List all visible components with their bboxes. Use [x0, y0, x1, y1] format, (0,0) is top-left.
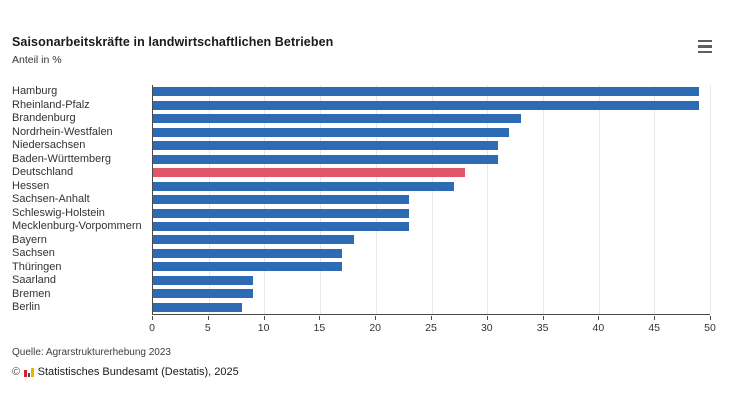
- axis-tick: [710, 316, 711, 320]
- axis-tick: [431, 316, 432, 320]
- bar[interactable]: [153, 141, 499, 151]
- bar-row: [153, 274, 710, 287]
- category-label: Niedersachsen: [12, 139, 86, 152]
- category-label: Bremen: [12, 287, 51, 300]
- destatis-logo-icon: [24, 367, 34, 377]
- category-label: Hamburg: [12, 85, 58, 97]
- hamburger-icon: [698, 50, 712, 53]
- bar[interactable]: [153, 275, 254, 285]
- x-axis: 0 5 10 15 20 25 30 35 40 45 50: [149, 315, 716, 337]
- chart-subtitle: Anteil in %: [12, 54, 62, 66]
- bar[interactable]: [153, 262, 343, 272]
- gridline: [542, 85, 544, 314]
- axis-tick-label: 40: [592, 322, 605, 334]
- gridline: [431, 85, 433, 314]
- gridline: [654, 85, 656, 314]
- axis-tick-label: 25: [425, 322, 437, 334]
- axis-tick: [319, 316, 321, 320]
- bar-row: [153, 260, 710, 273]
- axis-tick-label: 15: [313, 322, 326, 334]
- bar-row: [153, 301, 710, 314]
- bar[interactable]: [153, 154, 499, 164]
- gridline: [598, 85, 600, 314]
- bar-row: [153, 112, 710, 125]
- axis-tick: [486, 316, 488, 320]
- source-note: Quelle: Agrarstrukturerhebung 2023: [12, 347, 171, 358]
- bar[interactable]: [153, 127, 510, 137]
- bar[interactable]: [153, 181, 454, 191]
- gridline: [487, 85, 489, 314]
- hamburger-icon: [698, 45, 712, 48]
- bar-row: [153, 193, 710, 206]
- bar-row: [153, 125, 710, 138]
- axis-tick: [375, 316, 377, 320]
- bars-layer: [153, 85, 710, 314]
- bar-row: [153, 206, 710, 219]
- category-label: Schleswig-Holstein: [12, 206, 105, 219]
- bar-row: [153, 287, 710, 300]
- bar[interactable]: [153, 221, 410, 231]
- axis-tick-label: 10: [257, 322, 270, 334]
- category-label: Brandenburg: [12, 112, 76, 125]
- category-labels: Hamburg Rheinland-Pfalz Brandenburg Nordrhe…: [12, 85, 150, 315]
- axis-tick: [207, 316, 209, 320]
- category-label: Sachsen-Anhalt: [12, 193, 90, 206]
- bar[interactable]: [153, 195, 410, 205]
- copyright-line: © Statistisches Bundesamt (Destatis), 20…: [12, 366, 239, 378]
- gridline: [710, 85, 711, 314]
- bar[interactable]: [153, 302, 243, 312]
- copyright-text: Statistisches Bundesamt (Destatis), 2025: [37, 366, 239, 378]
- axis-tick-label: 35: [536, 322, 549, 334]
- category-label: Thüringen: [12, 260, 62, 273]
- category-label: Mecklenburg-Vorpommern: [12, 220, 142, 233]
- chart-menu-button[interactable]: [698, 40, 713, 53]
- bar[interactable]: [153, 87, 699, 97]
- category-label: Deutschland: [12, 166, 74, 179]
- axis-tick-label: 5: [204, 322, 211, 334]
- bar-row: [153, 233, 710, 246]
- hamburger-icon: [698, 40, 712, 43]
- plot-area: [152, 85, 711, 315]
- category-label: Rheinland-Pfalz: [12, 98, 90, 111]
- axis-tick: [263, 316, 265, 320]
- category-label: Hessen: [12, 179, 50, 192]
- bar[interactable]: [153, 235, 354, 245]
- copyright-symbol: ©: [12, 366, 21, 378]
- axis-tick-label: 20: [369, 322, 382, 334]
- bar[interactable]: [153, 114, 521, 124]
- axis-tick-label: 50: [704, 322, 716, 334]
- category-label: Baden-Württemberg: [12, 152, 112, 165]
- category-label: Berlin: [12, 301, 41, 314]
- axis-tick: [542, 316, 544, 320]
- bar-row: [153, 98, 710, 111]
- category-label: Nordrhein-Westfalen: [12, 125, 113, 138]
- bar-row: [153, 166, 710, 179]
- bar[interactable]: [153, 208, 410, 218]
- bar-row: [153, 179, 710, 192]
- axis-tick-label: 0: [149, 322, 155, 334]
- bar-row: [153, 220, 710, 233]
- category-label: Saarland: [12, 274, 57, 287]
- category-label: Sachsen: [12, 247, 55, 260]
- axis-tick: [598, 316, 600, 320]
- axis-tick-label: 30: [480, 322, 493, 334]
- bar-row: [153, 139, 710, 152]
- axis-tick: [152, 316, 153, 320]
- category-label: Bayern: [12, 233, 47, 246]
- axis-tick-label: 45: [648, 322, 661, 334]
- chart-title: Saisonarbeitskräfte in landwirtschaftlic…: [12, 35, 334, 49]
- bar-highlighted[interactable]: [153, 168, 465, 178]
- bar[interactable]: [153, 100, 699, 110]
- bar-row: [153, 85, 710, 98]
- axis-tick: [654, 316, 656, 320]
- bar[interactable]: [153, 248, 343, 258]
- bar-row: [153, 152, 710, 165]
- bar[interactable]: [153, 289, 254, 299]
- bar-row: [153, 247, 710, 260]
